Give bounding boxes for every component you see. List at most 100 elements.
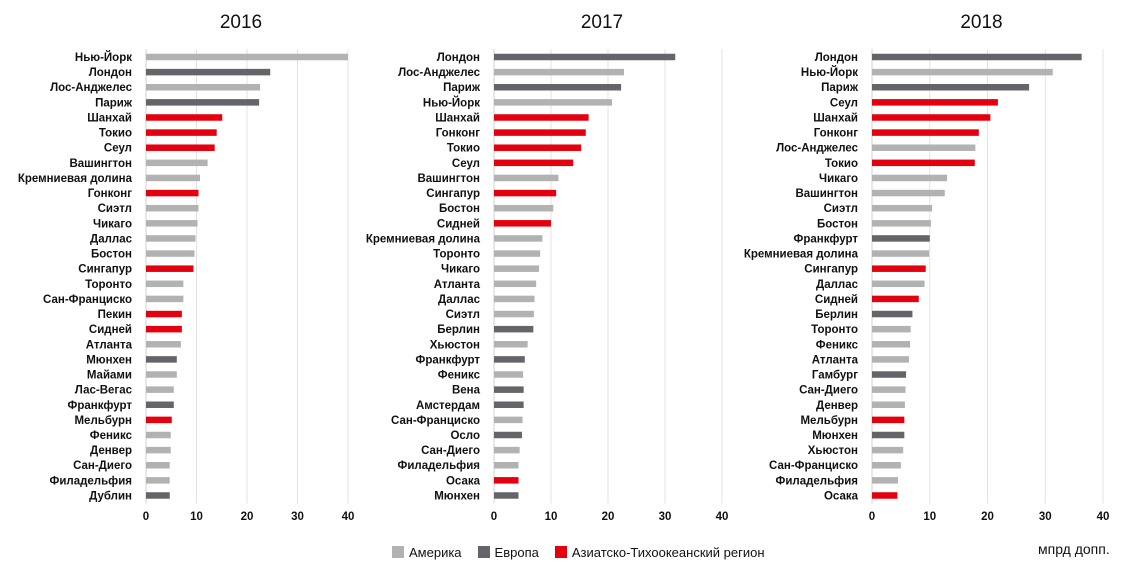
category-label-2016-21: Майами	[87, 370, 132, 382]
category-label-2018-29: Осака	[824, 490, 859, 502]
category-label-2016-20: Мюнхен	[86, 354, 132, 366]
category-label-2018-4: Шанхай	[813, 112, 858, 124]
category-label-2016-1: Лондон	[89, 67, 132, 79]
category-label-2016-4: Шанхай	[87, 112, 132, 124]
bar-2017-25	[494, 431, 522, 439]
category-label-2017-16: Даллас	[438, 294, 481, 306]
category-label-2018-23: Денвер	[816, 400, 858, 412]
category-label-2016-11: Чикаго	[93, 218, 132, 230]
bar-2016-16	[146, 295, 184, 303]
category-label-2016-19: Атланта	[86, 339, 133, 351]
legend-item-apac: Азиатско-Тихоокеанский регион	[554, 544, 765, 560]
bar-2017-19	[494, 341, 528, 348]
legend-item-america: Америка	[392, 545, 462, 560]
bar-2017-5	[494, 129, 586, 136]
bar-2018-14	[872, 265, 926, 272]
category-label-2018-10: Сиэтл	[824, 203, 858, 215]
category-label-2017-24: Сан-Франциско	[391, 415, 480, 427]
category-label-2017-3: Нью-Йорк	[423, 96, 480, 109]
category-label-2016-3: Париж	[95, 97, 133, 109]
bar-2016-18	[146, 325, 182, 333]
bar-2017-17	[494, 310, 534, 318]
category-label-2017-5: Гонконг	[436, 128, 480, 140]
bar-2016-5	[146, 129, 217, 136]
bar-2016-1	[146, 68, 271, 76]
category-label-2018-1: Нью-Йорк	[801, 66, 858, 79]
bar-2016-28	[146, 477, 170, 484]
bar-2016-2	[146, 83, 261, 91]
bar-2017-24	[494, 416, 523, 424]
bar-2018-22	[872, 386, 906, 393]
tick-label-2018-20: 20	[981, 511, 994, 523]
tick-label-2016-10: 10	[190, 511, 203, 523]
category-label-2017-19: Хьюстон	[430, 339, 480, 351]
tick-label-2018-30: 30	[1039, 511, 1052, 523]
category-label-2016-14: Сингапур	[78, 264, 132, 276]
category-label-2016-16: Сан-Франциско	[43, 294, 132, 306]
legend-swatch-america	[392, 546, 404, 558]
bar-2018-29	[872, 492, 898, 499]
category-label-2016-10: Сиэтл	[98, 203, 132, 215]
bar-2018-24	[872, 416, 905, 424]
bar-2016-7	[146, 159, 208, 167]
bar-2018-19	[872, 341, 911, 348]
category-label-2017-8: Вашингтон	[417, 173, 480, 185]
category-label-2016-8: Кремниевая долина	[18, 173, 133, 185]
category-label-2018-12: Франкфурт	[794, 233, 859, 245]
category-label-2018-18: Торонто	[811, 324, 858, 336]
tick-label-2016-30: 30	[291, 511, 304, 523]
category-label-2017-10: Бостон	[439, 203, 480, 215]
bar-2018-27	[872, 461, 901, 469]
bar-2018-16	[872, 295, 919, 303]
category-label-2017-12: Кремниевая долина	[366, 233, 481, 245]
bar-2016-21	[146, 371, 177, 378]
bar-2017-0	[494, 53, 676, 61]
category-label-2018-19: Феникс	[816, 339, 859, 351]
tick-label-2017-20: 20	[602, 511, 615, 523]
legend-swatch-europe	[477, 546, 490, 558]
category-label-2018-6: Лос-Анджелес	[776, 143, 859, 155]
bar-2018-10	[872, 204, 933, 212]
tick-label-2017-10: 10	[545, 511, 558, 523]
bar-2017-15	[494, 280, 537, 288]
bar-2017-7	[494, 159, 574, 167]
bar-2016-17	[146, 310, 182, 318]
bar-2018-23	[872, 401, 905, 409]
bar-2017-14	[494, 265, 540, 272]
bar-2016-3	[146, 99, 260, 106]
bar-2016-13	[146, 250, 195, 257]
category-label-2017-22: Вена	[452, 385, 481, 397]
bar-2016-9	[146, 189, 199, 197]
legend-label-apac: Азиатско-Тихоокеанский регион	[571, 544, 765, 560]
category-label-2016-5: Токио	[99, 128, 132, 140]
bar-2018-12	[872, 235, 930, 242]
bar-2018-20	[872, 356, 909, 363]
tick-label-2018-0: 0	[869, 511, 875, 523]
bar-2018-11	[872, 220, 931, 227]
unit-label: мпрд допп.	[1038, 541, 1110, 557]
tick-label-2018-10: 10	[923, 511, 936, 523]
category-label-2016-23: Франкфурт	[68, 400, 133, 412]
bar-2018-7	[872, 159, 975, 167]
category-label-2018-8: Чикаго	[819, 173, 858, 185]
bar-2018-3	[872, 99, 998, 106]
bar-2018-13	[872, 250, 930, 257]
category-label-2018-20: Атланта	[812, 354, 859, 366]
category-label-2017-20: Франкфурт	[416, 354, 481, 366]
bar-2017-28	[494, 477, 519, 484]
bar-2017-4	[494, 114, 589, 121]
tick-label-2016-40: 40	[342, 511, 355, 523]
bar-2017-18	[494, 325, 534, 333]
bar-2016-6	[146, 144, 215, 151]
category-label-2018-16: Сидней	[815, 294, 858, 306]
category-label-2017-18: Берлин	[437, 324, 480, 336]
category-label-2017-2: Париж	[443, 82, 481, 94]
bar-2016-20	[146, 356, 177, 363]
category-label-2016-17: Пекин	[98, 309, 132, 321]
category-label-2018-27: Сан-Франциско	[769, 460, 858, 472]
category-label-2018-7: Токио	[825, 158, 858, 170]
bar-2018-18	[872, 325, 911, 333]
bar-2016-0	[146, 53, 348, 61]
bar-2017-6	[494, 144, 582, 151]
category-label-2017-17: Сиэтл	[446, 309, 480, 321]
